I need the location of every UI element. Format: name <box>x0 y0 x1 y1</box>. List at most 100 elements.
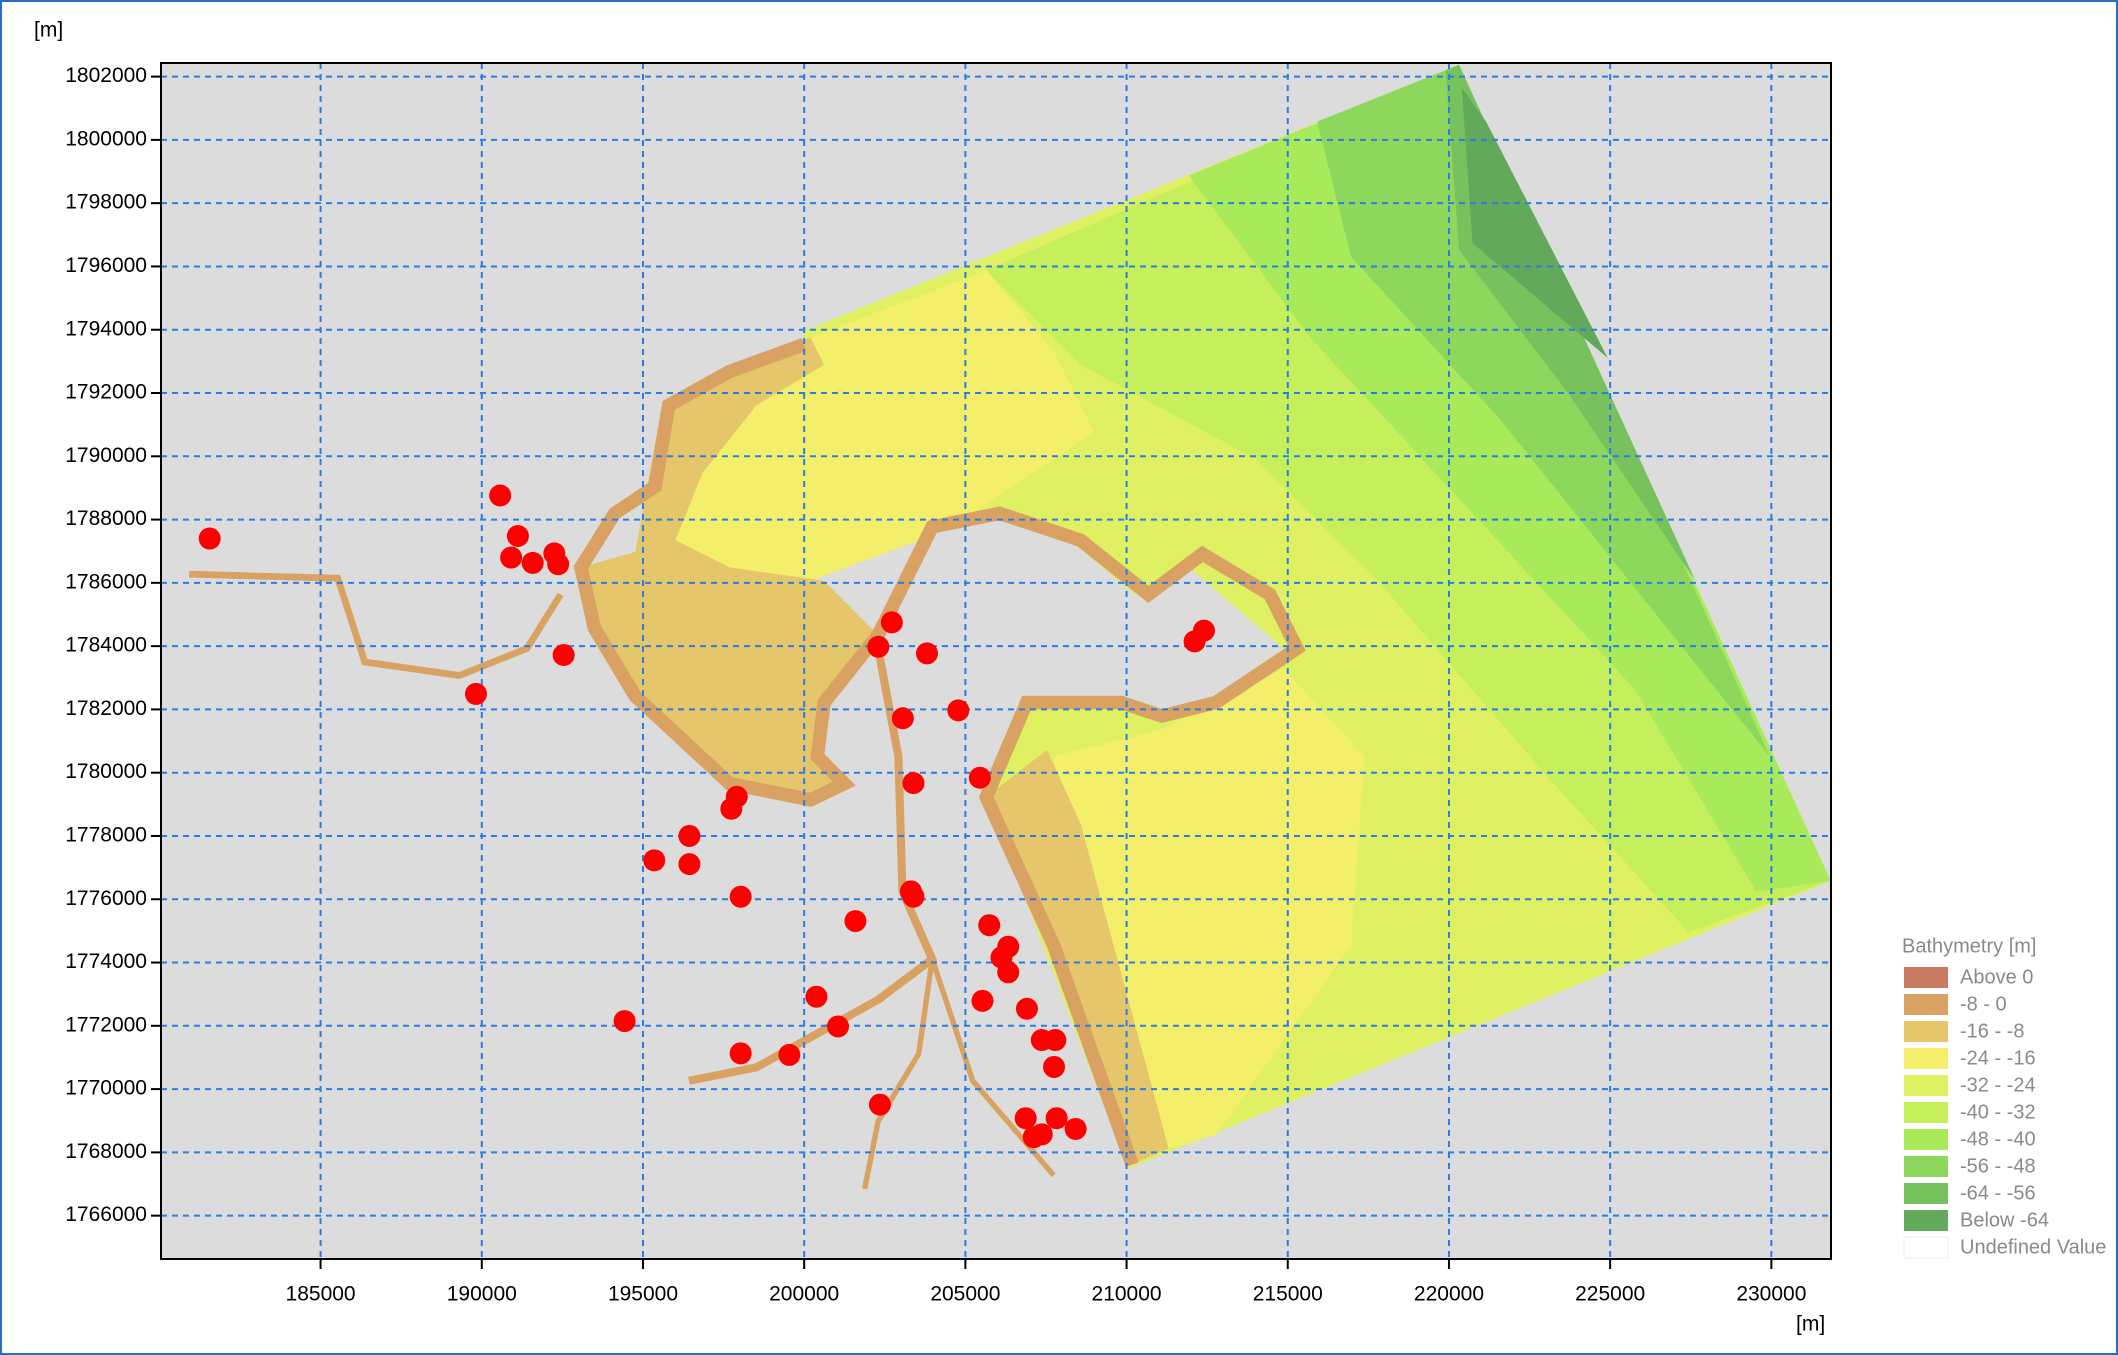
y-tick-label: 1778000 <box>65 824 147 847</box>
legend-label: -40 - -32 <box>1960 1101 2036 1123</box>
x-tick-label: 225000 <box>1575 1283 1645 1306</box>
station-point <box>902 772 925 795</box>
depth-zone <box>675 270 1095 581</box>
river <box>861 958 935 1190</box>
station-point <box>902 885 925 908</box>
station-point <box>1014 1107 1037 1130</box>
legend-swatch <box>1904 1183 1948 1204</box>
depth-zone <box>1461 87 1608 359</box>
y-tick-label: 1776000 <box>65 887 147 910</box>
station-point <box>729 885 752 908</box>
legend-label: Below -64 <box>1960 1209 2049 1231</box>
y-tick-label: 1780000 <box>65 760 147 783</box>
depth-zone <box>986 64 1831 933</box>
y-tick-label: 1802000 <box>65 64 147 87</box>
legend-title: Bathymetry [m] <box>1902 935 2036 957</box>
station-point <box>867 635 890 658</box>
depth-zone <box>634 337 825 554</box>
station-point <box>1030 1123 1053 1146</box>
station-point <box>720 797 743 820</box>
x-tick-label: 210000 <box>1092 1283 1162 1306</box>
station-point <box>891 707 914 730</box>
station-point <box>506 525 529 548</box>
y-tick-label: 1774000 <box>65 950 147 973</box>
station-point <box>552 643 575 666</box>
station-point <box>547 553 570 576</box>
y-tick-label: 1772000 <box>65 1013 147 1036</box>
x-tick-label: 185000 <box>286 1283 356 1306</box>
station-point <box>678 824 701 847</box>
station-point <box>1064 1117 1087 1140</box>
station-point <box>198 527 221 550</box>
river <box>189 570 564 679</box>
y-tick-label: 1788000 <box>65 507 147 530</box>
y-tick-label: 1784000 <box>65 634 147 657</box>
station-point <box>464 682 487 705</box>
y-tick-label: 1770000 <box>65 1077 147 1100</box>
y-axis-label: [m] <box>34 19 63 42</box>
legend-swatch <box>1904 994 1948 1015</box>
plot-border <box>160 62 1832 1260</box>
legend-label: -16 - -8 <box>1960 1020 2024 1042</box>
y-tick-label: 1800000 <box>65 127 147 150</box>
station-point <box>643 849 666 872</box>
station-point <box>1192 619 1215 642</box>
legend-swatch <box>1904 967 1948 988</box>
legend-label: -64 - -56 <box>1960 1182 2036 1204</box>
depth-zone <box>1317 64 1770 757</box>
x-tick-label: 200000 <box>769 1283 839 1306</box>
x-tick-label: 195000 <box>608 1283 678 1306</box>
legend-swatch <box>1904 1210 1948 1231</box>
legend-label: -24 - -16 <box>1960 1047 2036 1069</box>
y-tick-label: 1796000 <box>65 254 147 277</box>
x-tick-label: 220000 <box>1414 1283 1484 1306</box>
station-point <box>868 1093 891 1116</box>
legend-label: -48 - -40 <box>1960 1128 2036 1150</box>
y-tick-label: 1786000 <box>65 570 147 593</box>
x-tick-label: 230000 <box>1736 1283 1806 1306</box>
station-point <box>968 766 991 789</box>
station-point <box>678 853 701 876</box>
legend-swatch <box>1904 1156 1948 1177</box>
legend-label: -32 - -24 <box>1960 1074 2036 1096</box>
station-point <box>916 642 939 665</box>
station-point <box>489 484 512 507</box>
y-tick-label: 1790000 <box>65 444 147 467</box>
station-point <box>521 551 544 574</box>
legend-label: Above 0 <box>1960 966 2033 988</box>
station-point <box>971 989 994 1012</box>
legend-label: -8 - 0 <box>1960 993 2007 1015</box>
bathymetry <box>189 64 1831 1190</box>
legend-swatch <box>1904 1021 1948 1042</box>
legend-label: -56 - -48 <box>1960 1155 2036 1177</box>
station-point <box>880 611 903 634</box>
station-point <box>500 546 523 569</box>
station-point <box>978 914 1001 937</box>
station-point <box>613 1010 636 1033</box>
station-point <box>827 1015 850 1038</box>
station-point <box>1015 997 1038 1020</box>
legend-swatch <box>1904 1129 1948 1150</box>
station-point <box>729 1042 752 1065</box>
legend-swatch <box>1904 1102 1948 1123</box>
y-tick-label: 1766000 <box>65 1203 147 1226</box>
station-point <box>947 699 970 722</box>
station-point <box>844 910 867 933</box>
legend-swatch <box>1903 1236 1949 1259</box>
y-tick-label: 1798000 <box>65 191 147 214</box>
depth-zone <box>1188 64 1831 892</box>
y-tick-label: 1792000 <box>65 381 147 404</box>
x-tick-label: 205000 <box>930 1283 1000 1306</box>
x-tick-label: 215000 <box>1253 1283 1323 1306</box>
y-tick-label: 1768000 <box>65 1140 147 1163</box>
legend-swatch <box>1904 1048 1948 1069</box>
station-point <box>1044 1029 1067 1052</box>
x-axis-label: [m] <box>1796 1313 1825 1336</box>
station-point <box>778 1043 801 1066</box>
station-point <box>1043 1055 1066 1078</box>
depth-zone <box>986 749 1169 1165</box>
station-point <box>1045 1107 1068 1130</box>
station-point <box>805 985 828 1008</box>
